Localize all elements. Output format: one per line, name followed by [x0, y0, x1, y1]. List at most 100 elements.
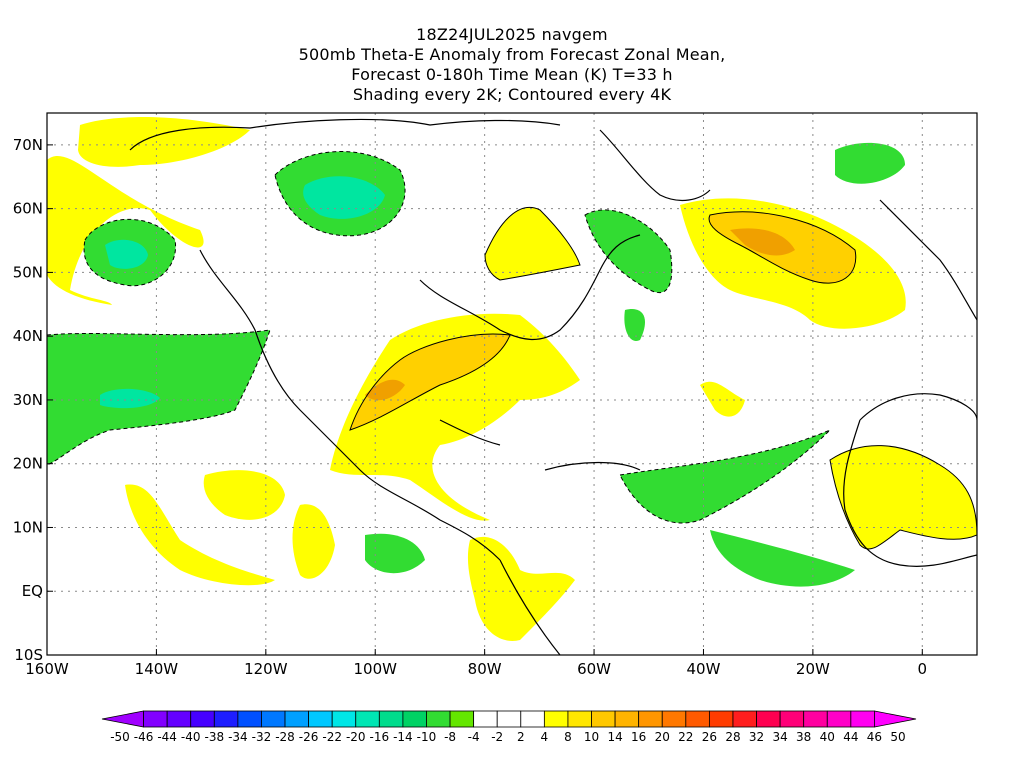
colorbar-label: -16 — [370, 730, 390, 744]
positive-region-tropical-pacific-2 — [203, 470, 285, 520]
y-tick-label: 20N — [13, 455, 43, 473]
negative-region-canada-core — [303, 176, 385, 219]
lat-lon-grid — [47, 113, 977, 655]
anomaly-shading — [47, 116, 977, 641]
y-tick-label: 50N — [13, 263, 43, 281]
negative-region-tropical-atlantic — [620, 430, 830, 523]
colorbar-swatch — [638, 710, 663, 728]
title-line-4: Shading every 2K; Contoured every 4K — [352, 85, 672, 104]
colorbar-swatch — [402, 710, 427, 728]
colorbar-label: 46 — [867, 730, 882, 744]
colorbar-label: -4 — [468, 730, 480, 744]
colorbar-swatch — [331, 710, 357, 728]
colorbar-label: 44 — [843, 730, 858, 744]
title-line-3: Forecast 0-180h Time Mean (K) T=33 h — [351, 65, 673, 84]
colorbar-swatch — [308, 710, 333, 728]
colorbar-label: -26 — [299, 730, 319, 744]
colorbar-label: -32 — [252, 730, 272, 744]
colorbar-label: 28 — [725, 730, 740, 744]
y-tick-label: 10S — [14, 646, 43, 664]
colorbar-label: -22 — [322, 730, 342, 744]
colorbar-swatch — [543, 710, 569, 728]
x-tick-label: 120W — [244, 660, 288, 678]
colorbar-swatch — [143, 710, 168, 728]
colorbar-label: -34 — [228, 730, 248, 744]
colorbar-label: -40 — [181, 730, 201, 744]
colorbar-label: -28 — [275, 730, 295, 744]
positive-region-us-peak — [365, 379, 405, 401]
plot-frame — [46, 112, 978, 656]
x-axis: 160W 140W 120W 100W 80W 60W 40W 20W 0 — [25, 649, 927, 678]
plot-area — [47, 113, 977, 655]
x-tick-label: 80W — [468, 660, 502, 678]
colorbar-swatch — [661, 710, 687, 728]
x-tick-label: 60W — [577, 660, 611, 678]
negative-region-labrador — [585, 209, 672, 293]
colorbar-label: 50 — [890, 730, 905, 744]
colorbar-label: 20 — [655, 730, 670, 744]
negative-region-pacific-core — [100, 388, 160, 409]
colorbar-label: 14 — [607, 730, 622, 744]
colorbar-label: 2 — [517, 730, 525, 744]
colorbar-label: -44 — [157, 730, 177, 744]
colorbar-label: -14 — [393, 730, 413, 744]
colorbar-swatch — [449, 710, 475, 728]
colorbar-swatch — [850, 710, 875, 728]
positive-region-north-atlantic-peak — [730, 228, 795, 256]
colorbar-swatch — [708, 710, 734, 728]
y-tick-label: 30N — [13, 391, 43, 409]
negative-region-mid-atlantic — [624, 309, 645, 341]
colorbar-label: -2 — [491, 730, 503, 744]
x-tick-label: 140W — [135, 660, 179, 678]
colorbar: -50 -46 -44 -40 -38 -34 -32 -28 -26 -22 -20 -16 -14-… — [101, 710, 917, 744]
y-tick-label: 60N — [13, 200, 43, 218]
colorbar-swatch — [473, 710, 498, 728]
positive-region-tropical-pacific-3 — [292, 504, 335, 579]
colorbar-swatch — [426, 710, 451, 728]
colorbar-swatch — [190, 710, 215, 728]
colorbar-label: -38 — [204, 730, 224, 744]
colorbar-swatch — [874, 710, 917, 728]
colorbar-label: -46 — [134, 730, 154, 744]
colorbar-swatch — [567, 710, 592, 728]
colorbar-swatch — [166, 710, 192, 728]
x-tick-label: 40W — [687, 660, 721, 678]
negative-region-greenland — [835, 142, 905, 184]
negative-region-eq-atlantic — [710, 530, 855, 587]
colorbar-swatch — [520, 710, 545, 728]
colorbar-swatch — [591, 710, 616, 728]
x-tick-label: 100W — [354, 660, 398, 678]
colorbar-label: 32 — [749, 730, 764, 744]
colorbar-swatch — [496, 710, 522, 728]
colorbar-label: -10 — [417, 730, 437, 744]
colorbar-label: 10 — [584, 730, 599, 744]
positive-region-africa — [830, 445, 977, 550]
positive-region-bering — [78, 116, 250, 167]
contour-lines — [349, 206, 977, 550]
colorbar-swatch — [685, 710, 710, 728]
y-tick-label: EQ — [22, 582, 43, 600]
positive-region-subtropical-atlantic — [700, 381, 745, 417]
colorbar-label: -50 — [110, 730, 130, 744]
y-tick-label: 70N — [13, 136, 43, 154]
colorbar-label: 4 — [541, 730, 549, 744]
coastlines — [129, 118, 977, 655]
negative-region-east-pacific — [365, 533, 425, 574]
colorbar-swatch — [803, 710, 828, 728]
positive-region-tropical-pacific — [125, 484, 275, 586]
y-tick-label: 40N — [13, 327, 43, 345]
title-line-1: 18Z24JUL2025 navgem — [416, 25, 608, 44]
x-tick-label: 160W — [25, 660, 69, 678]
positive-region-quebec — [485, 207, 580, 280]
negative-region-gulf-of-alaska-core — [105, 239, 148, 269]
colorbar-swatch — [378, 710, 404, 728]
colorbar-swatch — [614, 710, 640, 728]
colorbar-swatch — [732, 710, 757, 728]
colorbar-label: 40 — [820, 730, 835, 744]
colorbar-swatch — [826, 710, 852, 728]
colorbar-swatch — [355, 710, 380, 728]
positive-region-alaska — [47, 156, 204, 305]
colorbar-label: 22 — [678, 730, 693, 744]
colorbar-swatch — [213, 710, 239, 728]
